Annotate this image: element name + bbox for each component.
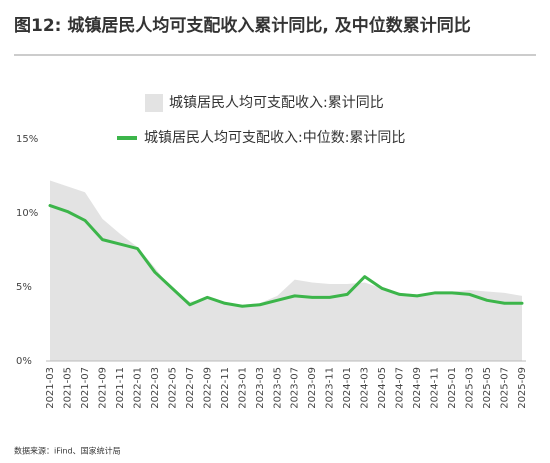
x-tick-label: 2024-09 — [412, 367, 423, 409]
x-tick-label: 2023-03 — [255, 367, 266, 409]
x-tick-label: 2022-07 — [185, 367, 196, 409]
x-tick-label: 2022-11 — [220, 367, 231, 409]
y-tick-label: 15% — [16, 134, 38, 145]
x-tick-label: 2023-01 — [237, 367, 248, 409]
x-tick-label: 2024-11 — [430, 367, 441, 409]
y-tick-label: 0% — [16, 356, 32, 367]
x-tick-label: 2024-01 — [342, 367, 353, 409]
x-tick-label: 2021-09 — [97, 367, 108, 409]
x-tick-label: 2025-07 — [500, 367, 511, 409]
x-tick-label: 2024-03 — [360, 367, 371, 409]
x-tick-label: 2025-05 — [482, 367, 493, 409]
source-note: 数据来源：iFind、国家统计局 — [14, 446, 121, 456]
x-tick-label: 2021-11 — [115, 367, 126, 409]
x-tick-label: 2021-03 — [45, 367, 56, 409]
x-tick-label: 2022-03 — [150, 367, 161, 409]
line — [48, 204, 524, 308]
x-tick-label: 2022-05 — [167, 367, 178, 409]
legend-swatch — [145, 94, 163, 112]
y-tick-label: 10% — [16, 208, 38, 219]
x-tick-label: 2021-05 — [62, 367, 73, 409]
x-tick-label: 2024-07 — [395, 367, 406, 409]
x-tick-label: 2023-11 — [325, 367, 336, 409]
x-tick-label: 2023-07 — [290, 367, 301, 409]
x-tick-label: 2023-05 — [272, 367, 283, 409]
legend-label: 城镇居民人均可支配收入:累计同比 — [169, 95, 384, 111]
legend-label: 城镇居民人均可支配收入:中位数:累计同比 — [144, 130, 405, 146]
x-tick-label: 2025-09 — [517, 367, 528, 409]
x-tick-label: 2022-09 — [202, 367, 213, 409]
chart-title: 图12: 城镇居民人均可支配收入累计同比, 及中位数累计同比 — [14, 15, 471, 36]
x-tick-label: 2021-07 — [80, 367, 91, 409]
x-tick-label: 2025-03 — [465, 367, 476, 409]
x-tick-label: 2022-01 — [132, 367, 143, 409]
x-tick-label: 2023-09 — [307, 367, 318, 409]
y-tick-label: 5% — [16, 282, 32, 293]
area — [50, 180, 522, 361]
x-tick-label: 2025-01 — [447, 367, 458, 409]
x-tick-label: 2024-05 — [377, 367, 388, 409]
